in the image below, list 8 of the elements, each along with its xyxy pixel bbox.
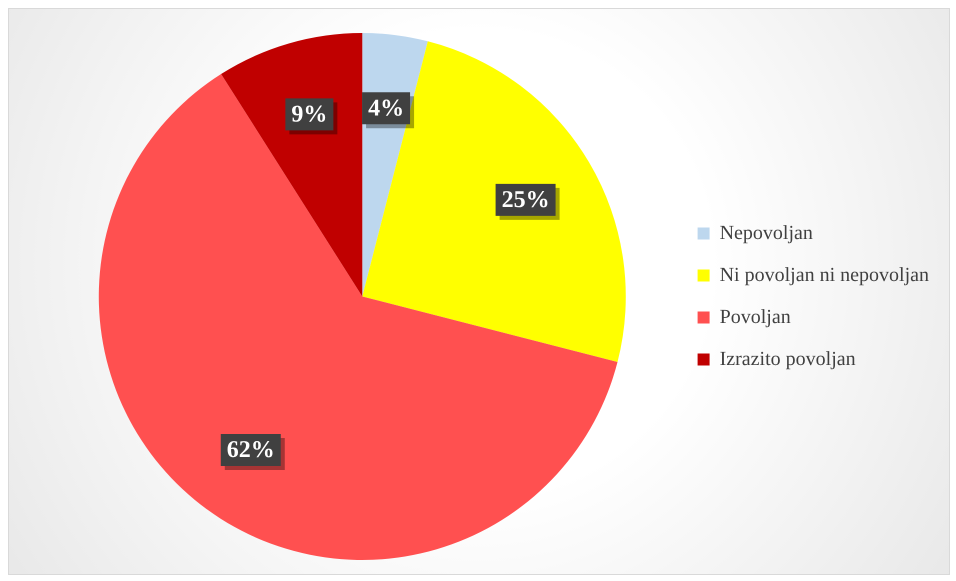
legend-label: Izrazito povoljan <box>720 348 856 370</box>
legend-label: Povoljan <box>720 306 791 328</box>
legend-label: Nepovoljan <box>720 222 813 244</box>
legend-label: Ni povoljan ni nepovoljan <box>720 264 930 286</box>
data-label: 4% <box>368 95 404 122</box>
data-label: 62% <box>226 437 275 464</box>
data-label: 25% <box>502 187 550 214</box>
data-label: 9% <box>291 102 328 128</box>
